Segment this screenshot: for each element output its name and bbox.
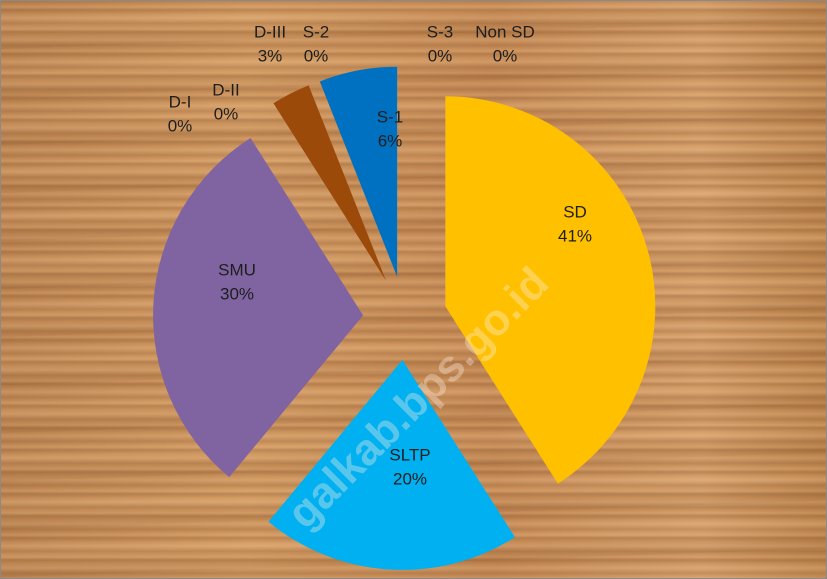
slice-value-label: 41% xyxy=(558,226,592,245)
slice-value-label: 30% xyxy=(220,284,254,303)
slice-label: S-1 xyxy=(377,107,403,126)
slice-value-label: 3% xyxy=(258,46,283,65)
pie-slice xyxy=(268,359,515,570)
slice-label: D-II xyxy=(212,80,239,99)
slice-value-label: 0% xyxy=(304,46,329,65)
slice-value-label: 0% xyxy=(428,46,453,65)
pie-slice xyxy=(319,66,398,277)
slice-label: D-I xyxy=(169,92,192,111)
slice-label: SLTP xyxy=(389,445,430,464)
slice-label: SMU xyxy=(218,260,256,279)
slice-value-label: 0% xyxy=(493,46,518,65)
pie-slice xyxy=(445,96,656,484)
pie-slice xyxy=(273,85,386,281)
slice-label: Non SD xyxy=(475,22,535,41)
slice-label: SD xyxy=(563,202,587,221)
slice-value-label: 0% xyxy=(168,116,193,135)
slice-value-label: 0% xyxy=(214,104,239,123)
slice-value-label: 6% xyxy=(378,131,403,150)
slice-label: D-III xyxy=(254,22,286,41)
pie-slice xyxy=(153,138,364,478)
slice-value-label: 20% xyxy=(393,469,427,488)
slice-label: S-2 xyxy=(303,22,329,41)
slice-label: S-3 xyxy=(427,22,453,41)
